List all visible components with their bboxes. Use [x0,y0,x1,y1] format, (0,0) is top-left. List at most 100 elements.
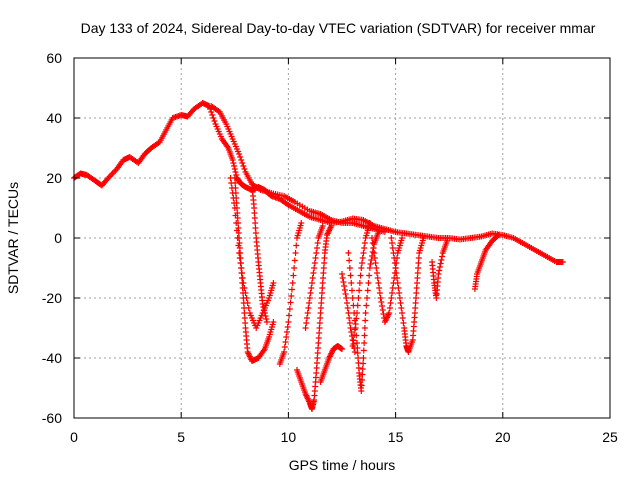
data-point [239,160,246,166]
data-point [209,112,216,118]
data-point [400,320,407,326]
data-point [235,242,242,249]
data-point [347,325,354,331]
data-point [388,295,395,301]
data-point [399,315,406,321]
data-point [232,212,239,219]
data-point [290,272,297,279]
data-point [240,280,247,286]
data-point [559,259,566,265]
data-point [378,299,385,305]
data-point [376,285,383,291]
data-point [347,272,354,279]
data-point [361,332,368,339]
data-point [381,229,388,235]
data-point [380,311,387,317]
data-point [291,265,298,271]
data-point [344,300,351,306]
data-point [208,109,215,115]
data-point [436,267,443,274]
data-point [435,271,442,277]
data-point [350,302,357,309]
data-point [371,250,378,256]
data-point [444,238,451,244]
data-point [281,344,288,350]
data-point [364,295,371,301]
y-tick-label: 60 [46,50,62,66]
data-point [372,260,379,266]
data-point [495,232,502,238]
data-point [390,250,397,256]
data-point [306,295,313,301]
data-point [307,290,314,296]
data-point [438,257,445,263]
axis-ticks: 0 5 10 15 20 25 60 40 20 0 -20 -40 -60 [42,50,618,445]
data-point [286,312,293,319]
data-point [379,303,386,309]
data-point [379,307,386,313]
data-point [349,287,356,294]
data-point [287,299,294,306]
data-point [342,291,349,297]
data-point [236,151,243,157]
y-tick-label: 0 [54,230,62,246]
data-point [238,270,245,276]
data-point [375,280,382,286]
data-point [436,264,443,270]
data-point [229,157,236,163]
data-point [349,295,356,301]
data-point [313,250,320,256]
data-point [373,265,380,271]
data-point [395,285,402,291]
data-point [349,343,356,349]
data-point [237,260,244,266]
data-point [399,235,406,241]
data-point [238,157,245,163]
data-point [357,272,364,279]
data-point [360,347,367,354]
data-point [263,316,270,322]
data-point [361,340,368,346]
data-point [346,257,353,264]
data-point [263,319,270,325]
data-point [389,240,396,246]
data-point [283,329,290,335]
data-point [270,319,277,325]
data-point [236,250,243,256]
data-point [339,275,346,281]
data-point [261,310,268,316]
series-sdtvar [71,100,566,412]
data-point [359,366,366,372]
y-tick-label: 20 [46,170,62,186]
data-point [393,270,400,276]
data-point [350,337,357,344]
data-point [240,163,247,169]
data-point [388,235,395,241]
data-point [341,287,348,293]
data-point [293,242,300,249]
data-point [310,270,317,276]
data-point [344,305,351,311]
data-point [286,306,293,312]
data-point [351,349,358,355]
data-point [345,250,352,256]
data-point [230,160,237,166]
data-point [305,305,312,311]
data-point [392,265,399,271]
data-point [394,275,401,281]
data-point [228,185,235,191]
grid [74,58,610,418]
data-point [389,290,396,296]
data-point [377,295,384,301]
data-point [366,220,373,226]
data-point [439,253,446,260]
data-point [231,200,238,206]
data-point [364,287,371,294]
data-point [236,255,243,261]
x-tick-label: 10 [281,429,297,445]
data-point [358,382,365,389]
data-point [270,280,277,286]
data-point [367,261,374,267]
